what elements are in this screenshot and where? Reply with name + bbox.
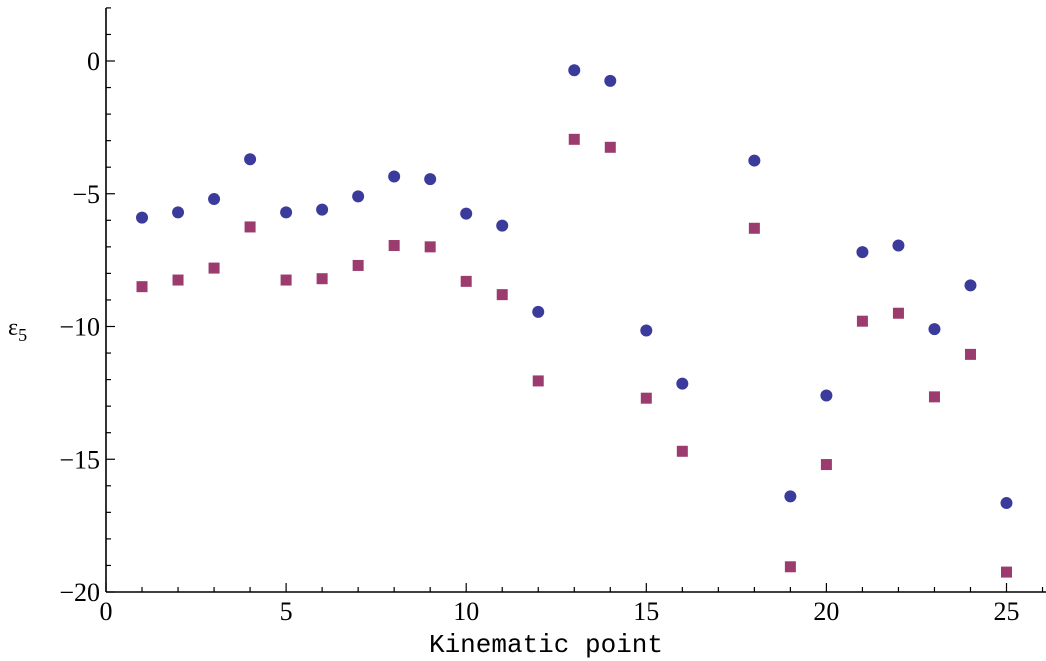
data-point-square [352,259,364,271]
data-point-circle [388,170,401,183]
series-1 [136,64,1013,510]
data-point-circle [172,206,185,219]
data-point-circle [820,389,833,402]
y-tick-label: −5 [72,180,100,209]
data-point-circle [460,207,473,220]
data-point-circle [280,206,293,219]
data-point-circle [568,64,581,77]
data-point-circle [532,305,545,318]
data-point-circle [208,193,221,206]
data-point-square [172,274,184,286]
data-point-square [316,273,328,285]
y-axis-label-main: ε [8,315,18,341]
x-tick-label: 20 [813,597,839,626]
x-tick-label: 10 [453,597,479,626]
data-point-square [532,375,544,387]
data-point-circle [496,219,509,232]
ticks [105,7,1044,593]
y-tick-label: −20 [59,578,100,607]
data-point-square [280,274,292,286]
data-point-square [244,221,256,233]
data-point-square [208,262,220,274]
data-point-square [784,561,796,573]
data-point-square [136,281,148,293]
y-axis-label: ε5 [8,315,27,345]
data-point-circle [784,490,797,503]
data-point-square [676,445,688,457]
x-tick-label: 15 [633,597,659,626]
data-point-circle [892,239,905,252]
data-point-square [604,141,616,153]
data-point-circle [316,203,329,216]
data-point-square [892,307,904,319]
data-point-circle [856,246,869,259]
data-point-square [820,459,832,471]
series-layer [136,64,1013,578]
data-point-circle [640,324,653,337]
data-point-square [1001,566,1012,578]
data-point-square [496,289,508,301]
data-point-circle [352,190,365,203]
data-point-square [388,240,400,252]
y-tick-label: −15 [59,445,100,474]
x-tick-label: 5 [280,597,293,626]
data-point-square [568,133,580,145]
y-axis-label-sub: 5 [18,325,27,345]
data-point-circle [136,211,149,224]
data-point-circle [604,74,617,87]
data-point-circle [676,377,689,390]
data-point-circle [928,323,941,336]
data-point-square [928,391,940,403]
series-2 [136,133,1012,578]
data-point-square [856,315,868,327]
y-tick-label: −10 [59,313,100,342]
tick-labels: 0 5 10 15 20 25 0 −5 −10 −15 −20 [59,47,1019,626]
data-point-square [460,275,472,287]
data-point-circle [244,153,257,166]
x-axis-label: Kinematic point [429,630,663,660]
data-point-square [640,392,652,404]
data-point-square [748,222,760,234]
data-point-circle [1000,497,1013,510]
data-point-circle [748,154,761,167]
y-tick-label: 0 [87,47,100,76]
x-tick-label: 25 [994,597,1020,626]
data-point-square [964,348,976,360]
axes [105,8,1046,593]
data-point-square [424,241,436,253]
data-point-circle [964,279,977,292]
data-point-circle [424,173,437,186]
x-tick-label: 0 [100,597,113,626]
